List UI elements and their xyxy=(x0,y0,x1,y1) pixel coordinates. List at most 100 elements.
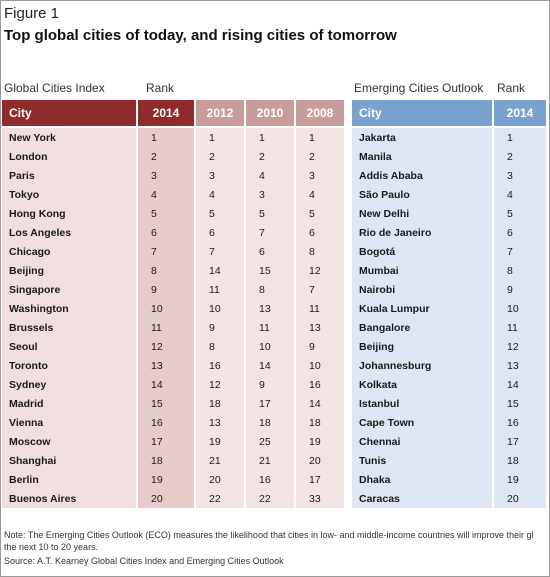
gci-table-row: Tokyo 4 4 3 4 xyxy=(2,185,344,204)
gci-rank-cell: 18 xyxy=(196,394,244,413)
gci-rank-cell: 2 xyxy=(138,147,194,166)
gci-table-row: Chicago 7 7 6 8 xyxy=(2,242,344,261)
eco-rank-cell: 17 xyxy=(494,432,546,451)
gci-rank-cell: 4 xyxy=(246,166,294,185)
gci-rank-cell: 2 xyxy=(296,147,344,166)
eco-table-row: Bangalore 11 xyxy=(352,318,546,337)
gci-rank-cell: 11 xyxy=(296,299,344,318)
gci-table-row: New York 1 1 1 1 xyxy=(2,128,344,147)
eco-table-row: Kolkata 14 xyxy=(352,375,546,394)
gci-table-row: Sydney 14 12 9 16 xyxy=(2,375,344,394)
footnote-line-2: the next 10 to 20 years. xyxy=(4,542,99,552)
gci-rank-cell: 13 xyxy=(138,356,194,375)
gci-rank-cell: 9 xyxy=(246,375,294,394)
gci-city-cell: Paris xyxy=(2,166,136,185)
eco-table-row: Cape Town 16 xyxy=(352,413,546,432)
eco-rank-label: Rank xyxy=(497,81,526,95)
eco-city-cell: Chennai xyxy=(352,432,492,451)
gci-rank-cell: 33 xyxy=(296,489,344,508)
gci-header-2014: 2014 xyxy=(138,100,194,126)
gci-header-row: City 2014 2012 2010 2008 xyxy=(2,100,344,126)
eco-city-cell: Tunis xyxy=(352,451,492,470)
gci-rank-cell: 14 xyxy=(296,394,344,413)
gci-rank-cell: 12 xyxy=(196,375,244,394)
gci-body: New York 1 1 1 1 London 2 2 2 2 Paris 3 3 4 3 Tokyo 4 4 3 4… xyxy=(2,128,344,508)
gci-city-cell: New York xyxy=(2,128,136,147)
gci-rank-cell: 7 xyxy=(138,242,194,261)
gci-rank-cell: 8 xyxy=(296,242,344,261)
gci-rank-cell: 20 xyxy=(196,470,244,489)
eco-table-row: Chennai 17 xyxy=(352,432,546,451)
gci-table-row: Seoul 12 8 10 9 xyxy=(2,337,344,356)
gci-rank-cell: 9 xyxy=(296,337,344,356)
eco-table-row: Bogotá 7 xyxy=(352,242,546,261)
eco-city-cell: Jakarta xyxy=(352,128,492,147)
gci-table-row: Vienna 16 13 18 18 xyxy=(2,413,344,432)
global-cities-index-table: City 2014 2012 2010 2008 New York 1 1 1 1 Lon… xyxy=(2,100,344,508)
eco-city-cell: Beijing xyxy=(352,337,492,356)
eco-city-cell: Bangalore xyxy=(352,318,492,337)
gci-city-cell: Singapore xyxy=(2,280,136,299)
gci-rank-cell: 19 xyxy=(296,432,344,451)
eco-table-row: São Paulo 4 xyxy=(352,185,546,204)
gci-rank-cell: 16 xyxy=(196,356,244,375)
eco-rank-cell: 6 xyxy=(494,223,546,242)
gci-table-row: Los Angeles 6 6 7 6 xyxy=(2,223,344,242)
gci-table-row: Hong Kong 5 5 5 5 xyxy=(2,204,344,223)
gci-rank-cell: 3 xyxy=(196,166,244,185)
gci-table-row: Paris 3 3 4 3 xyxy=(2,166,344,185)
eco-section-label: Emerging Cities Outlook xyxy=(354,81,484,95)
eco-city-cell: Bogotá xyxy=(352,242,492,261)
eco-city-cell: Nairobi xyxy=(352,280,492,299)
eco-city-cell: Cape Town xyxy=(352,413,492,432)
gci-table-row: Brussels 11 9 11 13 xyxy=(2,318,344,337)
gci-rank-cell: 1 xyxy=(296,128,344,147)
gci-rank-cell: 7 xyxy=(196,242,244,261)
eco-city-cell: Rio de Janeiro xyxy=(352,223,492,242)
gci-rank-cell: 4 xyxy=(138,185,194,204)
eco-table-row: Beijing 12 xyxy=(352,337,546,356)
eco-rank-cell: 5 xyxy=(494,204,546,223)
gci-rank-cell: 17 xyxy=(296,470,344,489)
eco-table-row: Jakarta 1 xyxy=(352,128,546,147)
eco-rank-cell: 9 xyxy=(494,280,546,299)
eco-body: Jakarta 1 Manila 2 Addis Ababa 3 São Paulo 4 New… xyxy=(352,128,546,508)
eco-rank-cell: 12 xyxy=(494,337,546,356)
gci-rank-cell: 14 xyxy=(246,356,294,375)
eco-table-row: Dhaka 19 xyxy=(352,470,546,489)
gci-city-cell: Washington xyxy=(2,299,136,318)
gci-rank-cell: 19 xyxy=(138,470,194,489)
gci-city-cell: Tokyo xyxy=(2,185,136,204)
eco-table-row: Rio de Janeiro 6 xyxy=(352,223,546,242)
gci-city-cell: Seoul xyxy=(2,337,136,356)
gci-rank-cell: 4 xyxy=(196,185,244,204)
gci-rank-cell: 5 xyxy=(296,204,344,223)
gci-rank-cell: 18 xyxy=(246,413,294,432)
gci-rank-cell: 7 xyxy=(246,223,294,242)
gci-section-label: Global Cities Index xyxy=(4,81,105,95)
gci-rank-cell: 16 xyxy=(246,470,294,489)
gci-city-cell: Sydney xyxy=(2,375,136,394)
gci-city-cell: Shanghai xyxy=(2,451,136,470)
gci-rank-cell: 14 xyxy=(138,375,194,394)
eco-city-cell: Dhaka xyxy=(352,470,492,489)
gci-city-cell: Berlin xyxy=(2,470,136,489)
gci-header-2010: 2010 xyxy=(246,100,294,126)
eco-header-row: City 2014 xyxy=(352,100,546,126)
gci-city-cell: Vienna xyxy=(2,413,136,432)
eco-table-row: Tunis 18 xyxy=(352,451,546,470)
gci-rank-cell: 6 xyxy=(138,223,194,242)
figure-label: Figure 1 xyxy=(4,5,60,22)
gci-rank-cell: 18 xyxy=(138,451,194,470)
gci-rank-cell: 8 xyxy=(196,337,244,356)
gci-rank-cell: 5 xyxy=(246,204,294,223)
gci-city-cell: Hong Kong xyxy=(2,204,136,223)
gci-rank-cell: 10 xyxy=(196,299,244,318)
gci-table-row: Toronto 13 16 14 10 xyxy=(2,356,344,375)
gci-rank-cell: 9 xyxy=(138,280,194,299)
gci-rank-cell: 17 xyxy=(246,394,294,413)
gci-city-cell: Toronto xyxy=(2,356,136,375)
eco-rank-cell: 4 xyxy=(494,185,546,204)
eco-header-2014: 2014 xyxy=(494,100,546,126)
gci-rank-cell: 1 xyxy=(138,128,194,147)
